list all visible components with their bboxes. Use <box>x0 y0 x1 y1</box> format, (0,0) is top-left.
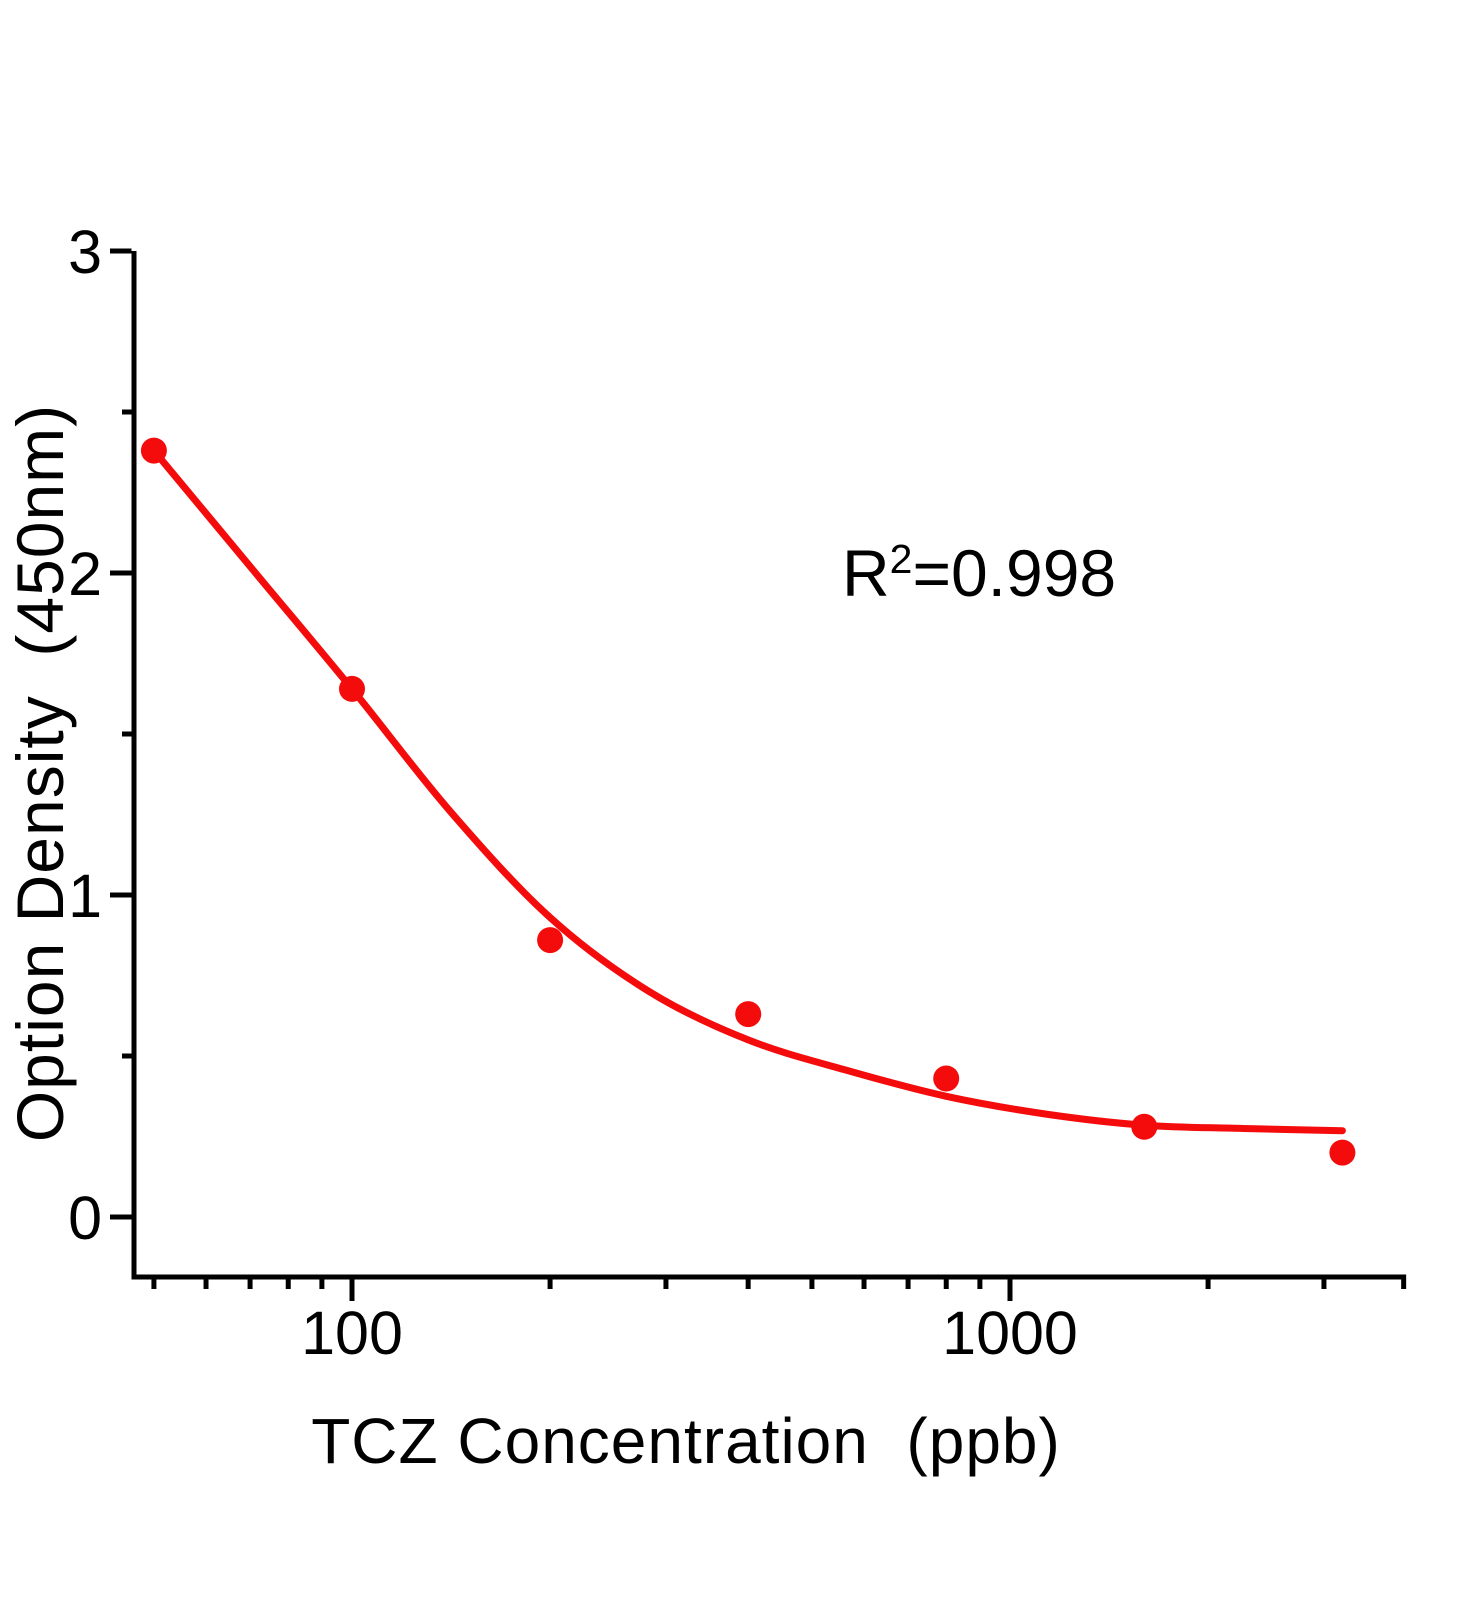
x-tick-label: 1000 <box>942 1299 1078 1367</box>
x-tick-label: 100 <box>301 1299 403 1367</box>
y-tick-label: 3 <box>68 218 102 286</box>
data-point <box>537 927 564 954</box>
data-point <box>1131 1113 1158 1140</box>
y-tick-label: 2 <box>68 540 102 608</box>
r-squared-value: =0.998 <box>912 536 1117 610</box>
y-tick-label: 1 <box>68 862 102 930</box>
data-points <box>140 437 1356 1166</box>
data-point <box>140 437 167 464</box>
x-axis-title: TCZ Concentration (ppb) <box>311 1405 1061 1477</box>
axis-ticks <box>110 248 1407 1301</box>
r-squared-base: R <box>842 536 890 610</box>
data-point <box>339 675 365 702</box>
tick-labels: 0 1 2 3 100 1000 <box>68 218 1078 1367</box>
data-point <box>933 1065 960 1092</box>
fit-curve-path <box>150 447 1346 1135</box>
data-point <box>1329 1139 1356 1166</box>
fit-curve <box>150 447 1346 1135</box>
r-squared-annotation: R2=0.998 <box>842 539 1116 606</box>
y-tick-label: 0 <box>68 1184 102 1252</box>
axes <box>131 251 1407 1280</box>
data-point <box>735 1001 762 1028</box>
r-squared-exponent: 2 <box>889 536 913 582</box>
y-axis-title: Option Density (450nm) <box>3 403 77 1143</box>
